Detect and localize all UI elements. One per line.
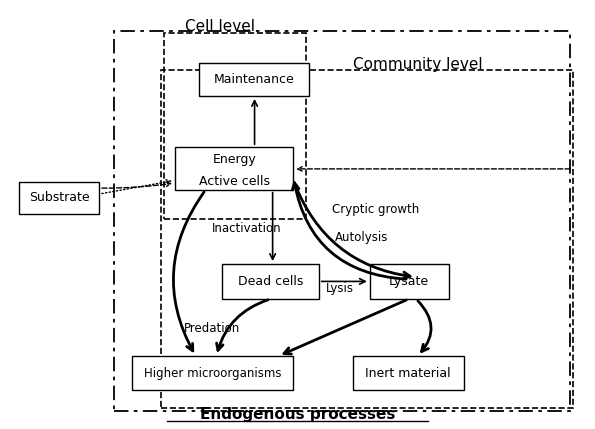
Text: Dead cells: Dead cells [238, 275, 303, 288]
Text: Lysis: Lysis [326, 282, 354, 295]
Text: Higher microorganisms: Higher microorganisms [144, 366, 281, 380]
FancyBboxPatch shape [353, 356, 464, 390]
FancyBboxPatch shape [369, 264, 449, 299]
FancyBboxPatch shape [223, 264, 319, 299]
Text: Substrate: Substrate [29, 191, 89, 204]
FancyBboxPatch shape [131, 356, 293, 390]
Text: Inert material: Inert material [365, 366, 451, 380]
FancyBboxPatch shape [175, 147, 293, 190]
FancyBboxPatch shape [19, 181, 99, 214]
Text: Cell level: Cell level [185, 19, 255, 34]
Text: Predation: Predation [184, 322, 240, 335]
Text: Active cells: Active cells [199, 175, 270, 188]
FancyBboxPatch shape [199, 63, 309, 96]
Text: Cryptic growth: Cryptic growth [332, 203, 419, 216]
Text: Community level: Community level [353, 57, 482, 72]
Text: Autolysis: Autolysis [335, 231, 388, 244]
Text: Lysate: Lysate [389, 275, 429, 288]
Text: Maintenance: Maintenance [214, 73, 295, 86]
Text: Inactivation: Inactivation [212, 222, 281, 235]
Text: Endogenous processes: Endogenous processes [200, 408, 395, 423]
Text: Energy: Energy [212, 153, 256, 166]
